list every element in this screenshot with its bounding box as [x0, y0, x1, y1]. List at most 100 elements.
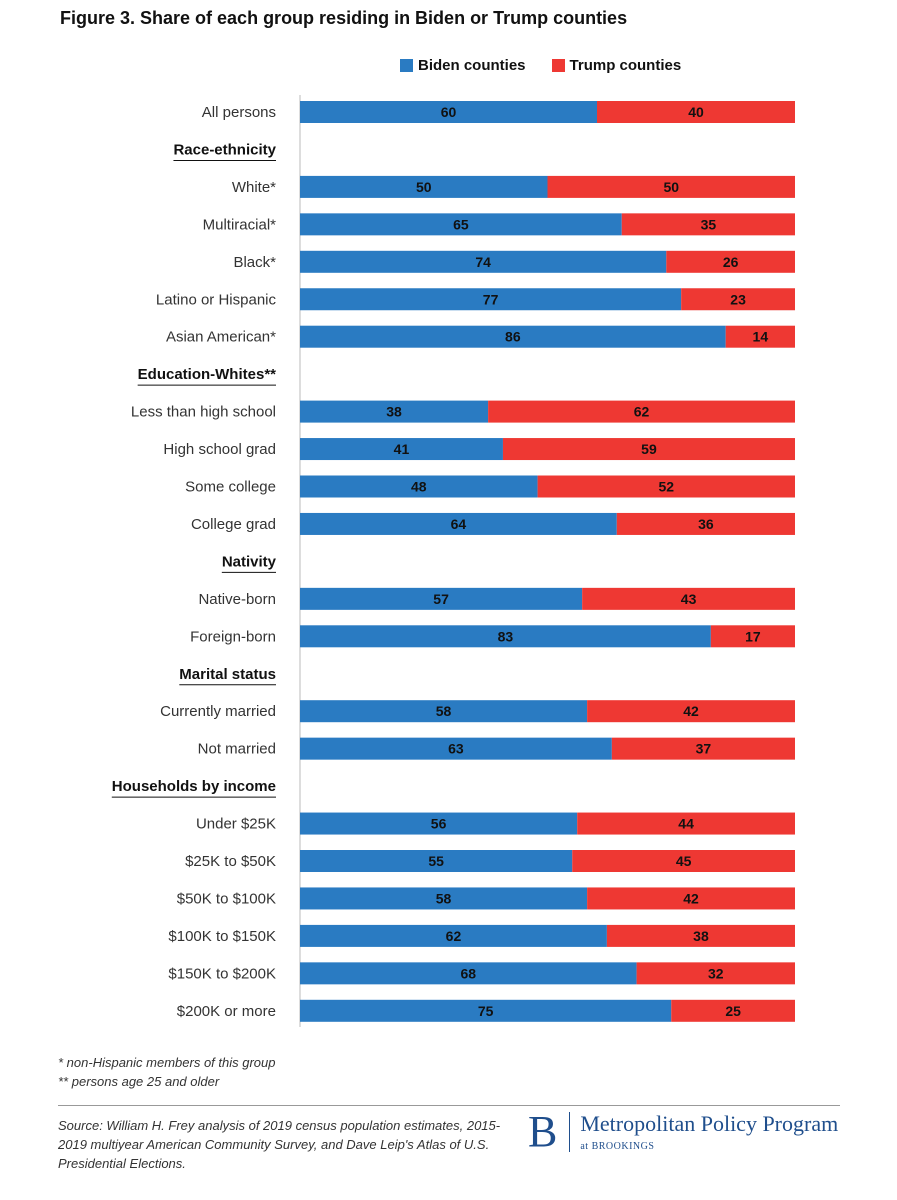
bar-biden	[300, 512, 617, 535]
section-header: Nativity	[222, 553, 277, 570]
data-label-trump: 52	[659, 479, 675, 495]
section-header: Race-ethnicity	[173, 141, 276, 158]
data-label-biden: 75	[478, 1003, 494, 1019]
category-label: Some college	[185, 479, 276, 496]
section-header: Households by income	[112, 778, 276, 795]
section-header: Marital status	[179, 666, 276, 683]
category-label: Asian American*	[166, 329, 276, 346]
bar-biden	[300, 812, 578, 835]
data-label-trump: 50	[663, 179, 679, 195]
bar-biden	[300, 175, 548, 198]
footnotes: * non-Hispanic members of this group ** …	[58, 1053, 276, 1091]
bar-trump	[547, 175, 795, 198]
bar-trump	[621, 213, 795, 236]
bar-trump	[611, 737, 795, 760]
legend-item-trump: Trump counties	[551, 57, 681, 74]
bar-trump	[572, 850, 795, 872]
brand-divider	[569, 1112, 571, 1152]
bar-trump	[616, 512, 795, 535]
category-label: All persons	[202, 104, 276, 121]
data-label-biden: 38	[386, 404, 402, 420]
data-label-biden: 48	[411, 479, 427, 495]
bar-trump	[666, 250, 795, 273]
data-label-biden: 58	[436, 890, 452, 906]
data-label-biden: 74	[475, 254, 491, 270]
category-label: $150K to $200K	[168, 965, 276, 982]
data-label-trump: 38	[693, 928, 709, 944]
data-label-biden: 65	[453, 216, 469, 232]
bar-trump	[671, 999, 795, 1022]
data-label-biden: 64	[451, 516, 467, 532]
bar-biden	[300, 250, 667, 273]
category-label: $200K or more	[177, 1003, 276, 1020]
data-label-trump: 23	[730, 291, 746, 307]
data-label-trump: 26	[723, 254, 739, 270]
data-label-trump: 42	[683, 890, 699, 906]
footnote-1: * non-Hispanic members of this group	[58, 1055, 276, 1070]
category-label: High school grad	[163, 441, 276, 458]
source-note: Source: William H. Frey analysis of 2019…	[58, 1118, 501, 1171]
data-label-trump: 42	[683, 703, 699, 719]
bar-trump	[606, 924, 795, 947]
category-label: Latino or Hispanic	[156, 291, 277, 308]
bar-biden	[300, 325, 726, 348]
legend-swatch-trump	[551, 58, 565, 72]
bar-trump	[725, 325, 795, 348]
category-label: $50K to $100K	[177, 890, 276, 907]
category-label: Black*	[233, 254, 276, 271]
category-label: Less than high school	[131, 404, 276, 421]
bar-biden	[300, 737, 612, 760]
data-label-biden: 41	[394, 441, 410, 457]
data-label-biden: 63	[448, 741, 464, 757]
bar-trump	[582, 587, 795, 610]
category-label: White*	[232, 179, 276, 196]
category-label: Not married	[198, 741, 276, 758]
bar-trump	[587, 700, 795, 723]
legend-label-biden: Biden counties	[418, 56, 526, 74]
data-label-biden: 62	[446, 928, 462, 944]
data-label-biden: 56	[431, 816, 447, 832]
category-label: Under $25K	[196, 816, 276, 833]
bar-biden	[300, 475, 538, 498]
bar-biden	[300, 887, 588, 910]
bar-trump	[587, 887, 795, 910]
chart-title: Figure 3. Share of each group residing i…	[60, 8, 628, 28]
bar-trump	[488, 400, 795, 423]
data-label-trump: 17	[745, 628, 761, 644]
category-label: Native-born	[198, 591, 276, 608]
brand-letter: B	[528, 1107, 558, 1156]
data-label-biden: 83	[498, 628, 514, 644]
bar-trump	[502, 438, 795, 461]
data-label-trump: 36	[698, 516, 714, 532]
bar-biden	[300, 700, 588, 723]
data-label-trump: 45	[676, 853, 692, 869]
data-label-biden: 60	[441, 104, 457, 120]
bar-biden	[300, 924, 607, 947]
data-label-trump: 40	[688, 104, 704, 120]
data-label-trump: 44	[678, 816, 694, 832]
bar-biden	[300, 400, 489, 423]
category-label: Foreign-born	[190, 628, 276, 645]
data-label-trump: 59	[641, 441, 657, 457]
brand-name: Metropolitan Policy Program	[580, 1111, 839, 1137]
footnote-2: ** persons age 25 and older	[58, 1074, 220, 1089]
bar-trump	[577, 812, 795, 835]
bar-biden	[300, 962, 637, 985]
data-label-trump: 25	[725, 1003, 741, 1019]
bar-biden	[300, 438, 503, 461]
bar-biden	[300, 999, 672, 1022]
bar-biden	[300, 288, 682, 311]
bar-trump	[681, 288, 795, 311]
data-label-trump: 14	[753, 329, 769, 345]
data-label-biden: 77	[483, 291, 499, 307]
data-label-biden: 86	[505, 329, 521, 345]
data-label-biden: 57	[433, 591, 449, 607]
legend-item-biden: Biden counties	[400, 57, 526, 74]
bar-trump	[597, 101, 795, 123]
bar-trump	[537, 475, 795, 498]
category-label: $25K to $50K	[185, 853, 276, 870]
data-label-trump: 37	[696, 741, 712, 757]
brand-sub: at BROOKINGS	[580, 1140, 655, 1152]
bar-biden	[300, 101, 597, 123]
bar-biden	[300, 625, 711, 648]
